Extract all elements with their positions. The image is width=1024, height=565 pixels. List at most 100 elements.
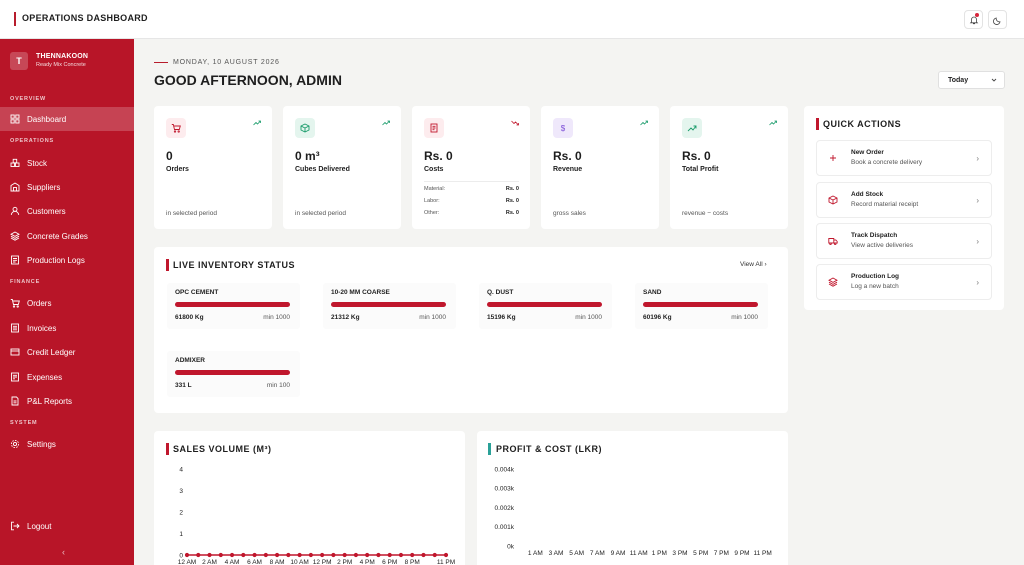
inventory-name: 10-20 MM COARSE	[331, 289, 390, 296]
y-tick-label: 0.004k	[494, 466, 514, 473]
y-tick-label: 0.003k	[494, 486, 514, 493]
sidebar-item-label: Credit Ledger	[27, 348, 76, 357]
sidebar-item-credit-ledger[interactable]: Credit Ledger	[0, 340, 134, 364]
x-tick-label: 9 PM	[734, 550, 749, 557]
expenses-icon	[11, 372, 19, 382]
customers-icon	[10, 206, 20, 216]
data-point	[353, 552, 359, 558]
section-label-operations: OPERATIONS	[10, 138, 54, 144]
inventory-item-admixer: ADMIXER 331 L min 100	[167, 351, 300, 397]
sidebar-item-label: Dashboard	[27, 115, 67, 124]
inventory-name: SAND	[643, 289, 662, 296]
trend-up-icon	[253, 120, 261, 126]
sidebar-item-pl-reports[interactable]: P&L Reports	[0, 389, 134, 413]
inventory-level-bar	[643, 302, 758, 307]
y-tick-label: 0	[179, 552, 183, 559]
sidebar-item-production-logs[interactable]: Production Logs	[0, 248, 134, 272]
sidebar-item-customers[interactable]: Customers	[0, 199, 134, 223]
sidebar-item-label: P&L Reports	[27, 397, 73, 406]
inventory-min: min 1000	[575, 314, 602, 321]
stat-label: Costs	[424, 166, 444, 173]
bell-icon	[969, 16, 979, 25]
cost-row-other: Other: Rs. 0	[424, 208, 519, 217]
sidebar-item-expenses[interactable]: Expenses	[0, 365, 134, 389]
quick-action-new-order[interactable]: New Order Book a concrete delivery ›	[816, 140, 992, 176]
stat-value: Rs. 0	[682, 149, 711, 163]
sidebar-item-concrete-grades[interactable]: Concrete Grades	[0, 224, 134, 248]
sidebar-item-suppliers[interactable]: Suppliers	[0, 175, 134, 199]
receipt-icon	[430, 123, 438, 133]
sidebar-item-label: Concrete Grades	[27, 232, 88, 241]
logout-button[interactable]: Logout	[0, 514, 134, 538]
date-range-select[interactable]: Today	[938, 71, 1005, 89]
quick-action-add-stock[interactable]: Add Stock Record material receipt ›	[816, 182, 992, 218]
cost-row-labor: Labor: Rs. 0	[424, 196, 519, 205]
quick-action-track-dispatch[interactable]: Track Dispatch View active deliveries ›	[816, 223, 992, 259]
inventory-item-coarse: 10-20 MM COARSE 21312 Kg min 1000	[323, 283, 456, 329]
section-accent	[166, 259, 169, 271]
section-label-finance: FINANCE	[10, 279, 41, 285]
sidebar-item-label: Expenses	[27, 373, 63, 382]
plus-icon	[830, 155, 836, 161]
collapse-sidebar-button[interactable]: ‹	[62, 547, 65, 557]
theme-toggle-button[interactable]	[988, 10, 1007, 29]
stat-icon-box	[166, 118, 186, 138]
view-all-link[interactable]: View All ›	[740, 261, 767, 268]
sales-volume-chart: 0 1 2 3 4 12 AM 2 AM 4 AM 6 AM 8 AM 10 AM 12 PM 2 PM…	[178, 466, 455, 565]
logout-icon	[11, 521, 20, 531]
quick-action-production-log[interactable]: Production Log Log a new batch ›	[816, 264, 992, 300]
inventory-level-bar	[175, 302, 290, 307]
x-tick-label: 9 AM	[611, 550, 626, 557]
trend-up-icon	[769, 120, 777, 126]
x-tick-label: 2 PM	[337, 559, 352, 565]
sidebar-item-invoices[interactable]: Invoices	[0, 316, 134, 340]
cost-value: Rs. 0	[505, 198, 519, 204]
dashboard-icon	[10, 114, 20, 124]
sidebar-item-orders[interactable]: Orders	[0, 291, 134, 315]
view-all-label: View All	[740, 261, 763, 268]
inventory-level-bar	[175, 370, 290, 375]
quick-action-title: Track Dispatch	[851, 232, 898, 239]
cart-icon	[171, 124, 181, 133]
inventory-item-sand: SAND 60196 Kg min 1000	[635, 283, 768, 329]
sales-volume-chart-panel	[154, 431, 465, 565]
stat-value: Rs. 0	[553, 149, 582, 163]
stat-icon-box	[424, 118, 444, 138]
top-bar: OPERATIONS DASHBOARD	[0, 0, 1024, 39]
inventory-min: min 100	[266, 382, 290, 389]
dollar-icon: $	[561, 124, 566, 133]
trend-up-icon	[640, 120, 648, 126]
inventory-item-q-dust: Q. DUST 15196 Kg min 1000	[479, 283, 612, 329]
inventory-qty: 60196 Kg	[643, 314, 672, 321]
x-tick-label: 11 PM	[754, 550, 772, 557]
x-tick-label: 6 AM	[247, 559, 262, 565]
x-tick-label: 2 AM	[202, 559, 217, 565]
sidebar-item-label: Stock	[27, 159, 48, 168]
stat-icon-box	[682, 118, 702, 138]
data-point	[387, 552, 392, 558]
stat-footnote: in selected period	[295, 210, 346, 217]
inventory-item-opc-cement: OPC CEMENT 61800 Kg min 1000	[167, 283, 300, 329]
chevron-right-icon: ›	[976, 278, 979, 287]
quick-action-subtitle: Book a concrete delivery	[851, 159, 923, 166]
date-range-value: Today	[948, 77, 969, 84]
cost-value: Rs. 0	[505, 186, 519, 192]
stat-value: 0 m³	[295, 149, 320, 163]
y-tick-label: 0.001k	[494, 524, 514, 531]
chevron-right-icon: ›	[976, 154, 979, 163]
x-tick-label: 12 AM	[178, 559, 196, 565]
notifications-button[interactable]	[964, 10, 983, 29]
sidebar-item-dashboard[interactable]: Dashboard	[0, 107, 134, 131]
report-icon	[11, 396, 19, 406]
sidebar-item-settings[interactable]: Settings	[0, 432, 134, 456]
section-accent	[488, 443, 491, 455]
data-point	[376, 552, 381, 558]
inventory-qty: 15196 Kg	[487, 314, 516, 321]
invoice-icon	[11, 323, 19, 333]
inventory-min: min 1000	[731, 314, 758, 321]
stock-icon	[10, 158, 20, 167]
y-tick-label: 3	[179, 488, 183, 495]
sidebar-item-label: Production Logs	[27, 256, 85, 265]
x-tick-label: 1 AM	[528, 550, 543, 557]
sidebar-item-stock[interactable]: Stock	[0, 151, 134, 175]
